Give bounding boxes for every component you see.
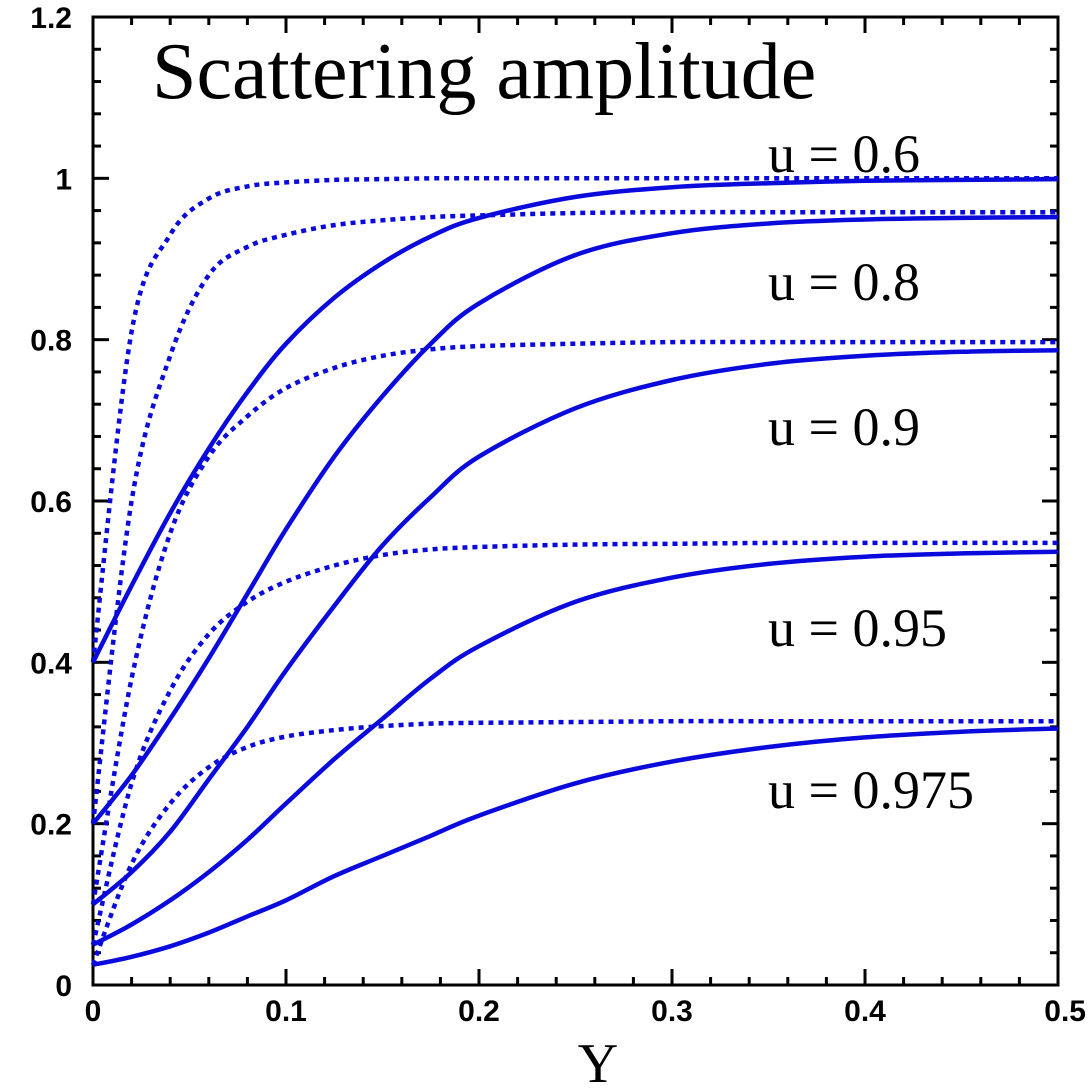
y-tick-label: 0.6 [30,486,72,519]
y-tick-label: 0 [55,970,72,1003]
x-tick-label: 0.2 [458,995,500,1028]
x-tick-label: 0.3 [651,995,693,1028]
series-line-dotted-9 [90,718,1058,966]
tick-labels: 0 0.1 0.2 0.3 0.4 0.5 0 0.2 0.4 0.6 0.8 1 1.2 [30,2,1086,1028]
x-tick-label: 0 [85,995,102,1028]
series-line-solid-6 [91,549,1059,947]
curve-label-u-0-95: u = 0.95 [768,598,947,658]
series-line-solid-0 [90,176,1059,664]
series-line-solid-4 [91,347,1059,907]
series-line-dotted-7 [90,540,1058,946]
y-tick-label: 1 [55,163,72,196]
chart-title: Scattering amplitude [152,28,816,116]
curve-label-u-0-975: u = 0.975 [768,760,974,820]
curve-label-u-0-9: u = 0.9 [768,397,920,457]
x-axis-title: Y [578,1033,618,1089]
y-tick-label: 0.2 [30,809,72,842]
x-tick-label: 0.1 [265,995,307,1028]
series-line-solid-8 [92,726,1059,968]
y-tick-label: 1.2 [30,2,72,35]
curve-label-u-0-6: u = 0.6 [768,124,920,184]
curve-label-u-0-8: u = 0.8 [768,252,920,312]
y-tick-label: 0.4 [30,647,72,680]
x-tick-label: 0.5 [1044,995,1086,1028]
series-layer [90,176,1059,968]
y-tick-label: 0.8 [30,325,72,358]
x-tick-label: 0.4 [844,995,886,1028]
series-line-dotted-5 [90,339,1058,905]
